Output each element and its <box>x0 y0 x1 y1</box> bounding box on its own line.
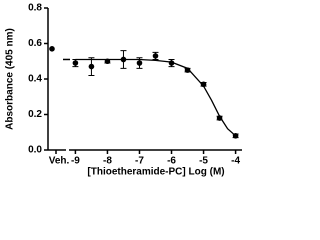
x-tick-label: Veh. <box>49 156 70 167</box>
point <box>216 115 223 121</box>
x-tick-label: -6 <box>167 156 176 167</box>
point <box>168 60 175 66</box>
x-axis-label: [Thioetheramide-PC] Log (M) <box>87 167 224 178</box>
y-tick-label: 0.4 <box>28 74 42 85</box>
y-tick-label: 0.0 <box>28 145 42 156</box>
point <box>200 81 207 88</box>
y-tick-label: 0.6 <box>28 38 42 49</box>
point <box>49 46 55 52</box>
point <box>72 60 79 66</box>
x-tick-label: -5 <box>199 156 208 167</box>
point <box>136 60 143 66</box>
x-tick-label: -9 <box>71 156 80 167</box>
fit-curve <box>75 58 237 137</box>
point <box>104 58 111 65</box>
chart: Absorbance (405 nm) [Thioetheramide-PC] … <box>5 3 242 178</box>
x-tick-label: -4 <box>231 156 240 167</box>
point <box>120 56 127 63</box>
point <box>184 67 191 73</box>
y-tick-label: 0.2 <box>28 109 42 120</box>
point <box>232 133 239 139</box>
x-tick-label: -8 <box>103 156 112 167</box>
point <box>152 53 159 59</box>
y-tick-label: 0.8 <box>28 3 42 14</box>
y-axis-label: Absorbance (405 nm) <box>5 28 16 130</box>
x-tick-label: -7 <box>135 156 144 167</box>
point <box>88 63 95 70</box>
